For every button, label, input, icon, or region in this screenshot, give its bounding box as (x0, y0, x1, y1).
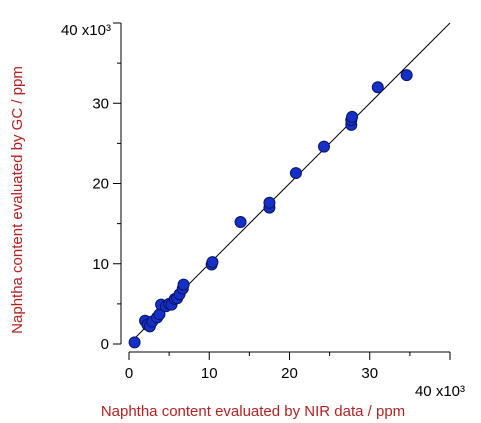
data-point (234, 216, 247, 229)
x-tick-label: 0 (125, 365, 133, 382)
y-tick-label: 40 x10³ (61, 22, 111, 39)
y-tick-label: 10 (92, 256, 109, 273)
x-tick-label: 30 (361, 365, 378, 382)
y-tick-label: 30 (92, 95, 109, 112)
data-point (206, 256, 219, 269)
x-axis-ticks: 0 10 20 30 40 x10³ (125, 352, 465, 400)
y-axis-ticks: 0 10 20 30 40 x10³ (61, 22, 121, 353)
data-point (177, 278, 190, 291)
data-point (318, 140, 331, 153)
y-tick-label: 20 (92, 176, 109, 193)
data-points (128, 69, 413, 349)
data-point (263, 196, 276, 209)
data-point (128, 336, 141, 349)
data-point (400, 69, 413, 82)
y-tick-label: 0 (101, 336, 109, 353)
x-tick-label: 20 (281, 365, 298, 382)
x-axis-label: Naphtha content evaluated by NIR data / … (101, 403, 405, 420)
y-axis-label: Naphtha content evaluated by GC / ppm (9, 66, 26, 334)
axes: 0 10 20 30 40 x10³ 0 10 20 30 40 x10³ (61, 22, 465, 400)
plot-area (128, 22, 451, 349)
data-point (346, 110, 359, 123)
data-point (289, 167, 302, 180)
x-tick-label: 40 x10³ (415, 383, 465, 400)
data-point (371, 81, 384, 94)
x-tick-label: 10 (201, 365, 218, 382)
